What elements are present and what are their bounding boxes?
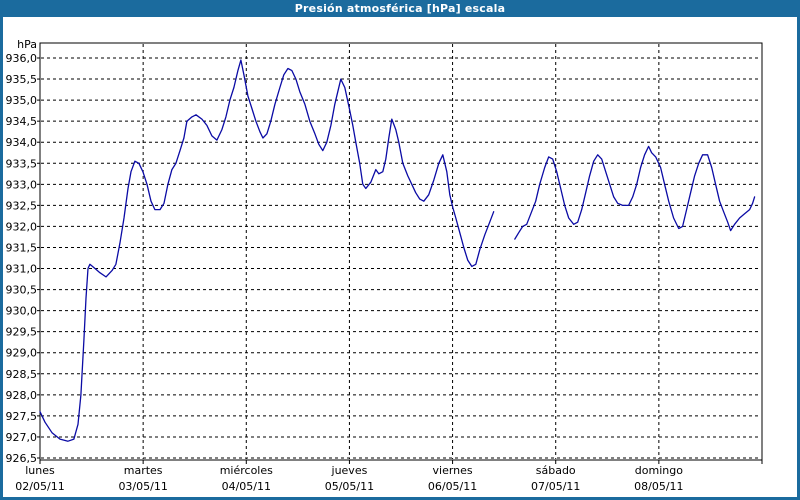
y-axis-label: 932,5	[6, 199, 38, 212]
y-axis-label: 926,5	[6, 452, 38, 465]
y-axis-label: 928,0	[6, 389, 38, 402]
plot-background	[3, 17, 797, 497]
x-axis-date-label: 05/05/11	[325, 480, 374, 493]
x-axis-date-label: 08/05/11	[634, 480, 683, 493]
window-title: Presión atmosférica [hPa] escala	[294, 2, 506, 15]
y-axis-label: 934,0	[6, 136, 38, 149]
y-axis-label: 930,0	[6, 305, 38, 318]
x-axis-date-label: 04/05/11	[222, 480, 271, 493]
x-axis-day-label: jueves	[331, 464, 368, 477]
title-bar: Presión atmosférica [hPa] escala	[0, 0, 800, 17]
y-axis-label: 928,5	[6, 368, 38, 381]
y-axis-label: 929,5	[6, 326, 38, 339]
y-axis-label: 931,5	[6, 241, 38, 254]
y-axis-label: 930,5	[6, 284, 38, 297]
x-axis-date-label: 02/05/11	[15, 480, 64, 493]
y-axis-label: 935,0	[6, 94, 38, 107]
y-axis-label: 933,5	[6, 157, 38, 170]
x-axis-date-label: 06/05/11	[428, 480, 477, 493]
y-axis-label: 927,5	[6, 410, 38, 423]
y-axis-label: 935,5	[6, 73, 38, 86]
x-axis-date-label: 03/05/11	[118, 480, 167, 493]
y-axis-label: 927,0	[6, 431, 38, 444]
x-axis-date-label: 07/05/11	[531, 480, 580, 493]
pressure-line	[39, 59, 495, 442]
y-axis-label: 931,0	[6, 263, 38, 276]
y-axis-label: 933,0	[6, 178, 38, 191]
x-axis-day-label: martes	[124, 464, 163, 477]
y-axis-label: 929,0	[6, 347, 38, 360]
plot-frame	[39, 42, 763, 461]
y-axis-unit-label: hPa	[17, 38, 37, 51]
pressure-line	[514, 145, 756, 240]
y-axis-label: 934,5	[6, 115, 38, 128]
x-axis-day-label: miércoles	[220, 464, 273, 477]
y-axis-label: 936,0	[6, 52, 38, 65]
x-axis-day-label: lunes	[25, 464, 55, 477]
x-axis-day-label: domingo	[635, 464, 683, 477]
x-axis-day-label: sábado	[536, 464, 576, 477]
x-axis-day-label: viernes	[433, 464, 473, 477]
y-axis-label: 932,0	[6, 220, 38, 233]
